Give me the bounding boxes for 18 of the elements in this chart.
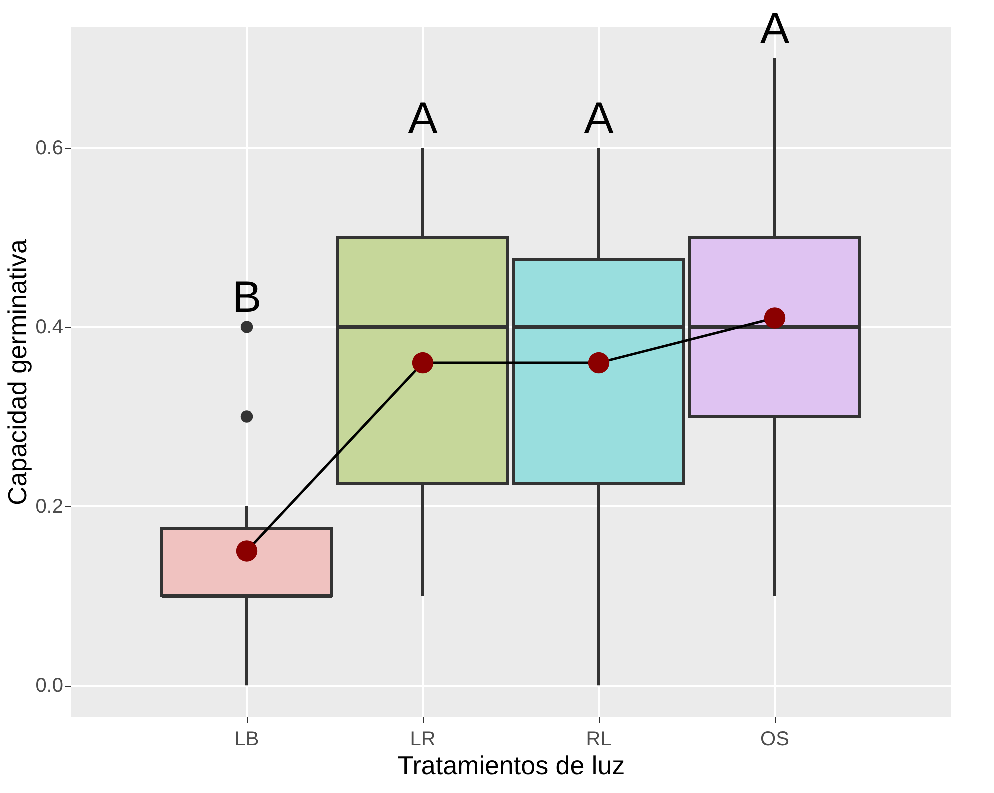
y-tick-label: 0.6 <box>36 137 64 160</box>
x-axis-title: Tratamientos de luz <box>398 750 626 780</box>
x-tick-label: RL <box>586 728 612 750</box>
x-tick-label: LB <box>234 728 260 750</box>
x-tick-label: LR <box>410 728 436 750</box>
y-tick-label: 0.4 <box>36 316 64 339</box>
y-tick-label: 0.0 <box>36 675 64 698</box>
y-axis-title: Capacidad germinativa <box>2 239 33 506</box>
annotation: A <box>408 94 438 143</box>
annotation: A <box>584 94 614 143</box>
annotation: B <box>232 273 262 322</box>
y-tick-label: 0.2 <box>36 496 64 518</box>
point <box>236 540 258 562</box>
x-tick-label: OS <box>760 728 790 750</box>
point <box>764 308 786 329</box>
point <box>412 352 434 374</box>
annotation: A <box>760 4 790 54</box>
point <box>588 352 610 374</box>
